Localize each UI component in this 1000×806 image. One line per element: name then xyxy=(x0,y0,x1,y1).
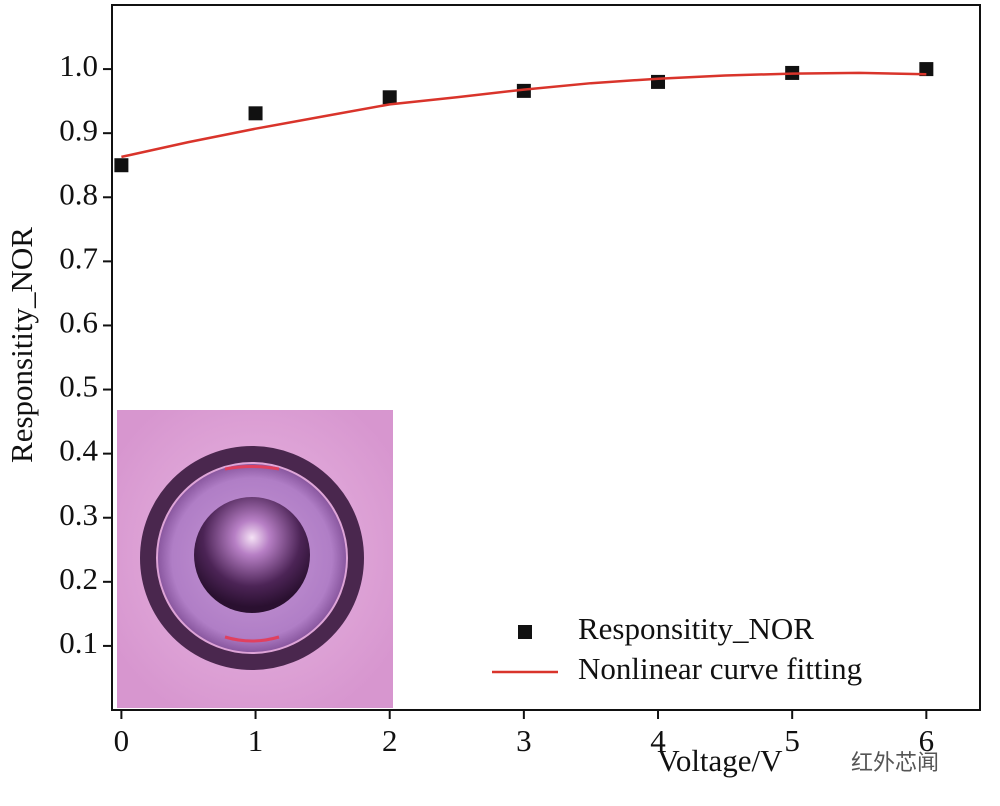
y-tick-label: 0.4 xyxy=(59,433,98,468)
fit-line xyxy=(121,71,927,159)
x-tick-label: 4 xyxy=(650,723,666,758)
plot-frame xyxy=(111,4,981,711)
y-tick-label: 0.5 xyxy=(59,369,98,404)
y-tick-label: 0.7 xyxy=(59,240,98,275)
y-tick-label: 0.3 xyxy=(59,497,98,532)
x-tick-label: 2 xyxy=(382,723,398,758)
legend-label: Responsitity_NOR xyxy=(578,611,814,646)
y-axis-label: Responsitity_NOR xyxy=(4,227,39,463)
data-point xyxy=(919,62,934,77)
y-tick-label: 0.8 xyxy=(59,176,98,211)
data-point xyxy=(248,106,263,121)
legend-marker xyxy=(518,625,532,639)
data-point xyxy=(382,90,397,105)
x-tick-label: 1 xyxy=(248,723,264,758)
x-tick-label: 5 xyxy=(784,723,800,758)
data-point xyxy=(516,83,531,98)
y-tick-label: 0.6 xyxy=(59,305,98,340)
y-tick-label: 0.1 xyxy=(59,625,98,660)
x-tick-label: 6 xyxy=(919,723,935,758)
data-point xyxy=(114,158,129,173)
y-tick-label: 0.9 xyxy=(59,112,98,147)
legend-label: Nonlinear curve fitting xyxy=(578,651,862,686)
x-axis-label: Voltage/V xyxy=(657,743,783,778)
x-tick-label: 3 xyxy=(516,723,532,758)
x-tick-label: 0 xyxy=(114,723,130,758)
watermark: 红外芯闻 xyxy=(851,751,939,776)
y-tick-label: 1.0 xyxy=(59,48,98,83)
inset-image xyxy=(117,410,393,708)
y-tick-label: 0.2 xyxy=(59,561,98,596)
data-point xyxy=(651,74,666,89)
